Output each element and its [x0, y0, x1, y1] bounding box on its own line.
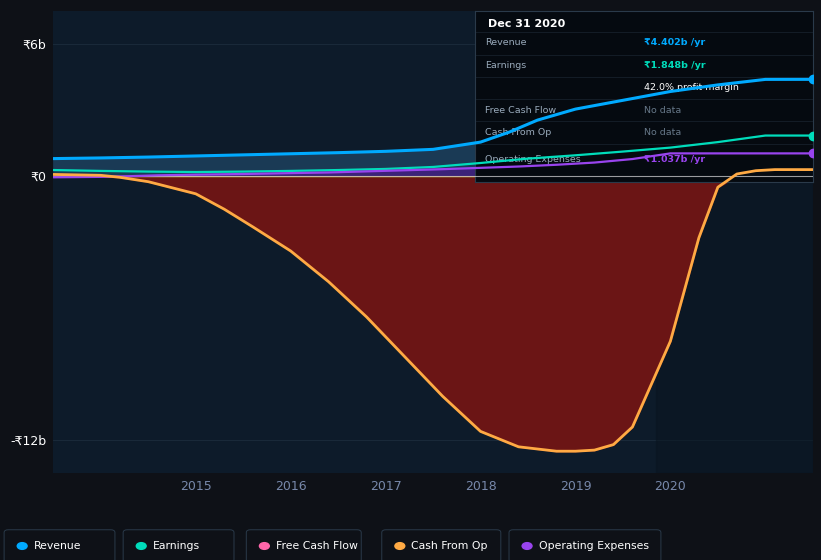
Text: Operating Expenses: Operating Expenses — [539, 541, 649, 551]
Text: Free Cash Flow: Free Cash Flow — [276, 541, 358, 551]
Bar — [656, 11, 813, 473]
Text: Earnings: Earnings — [153, 541, 200, 551]
Text: Cash From Op: Cash From Op — [411, 541, 488, 551]
Text: Revenue: Revenue — [34, 541, 81, 551]
